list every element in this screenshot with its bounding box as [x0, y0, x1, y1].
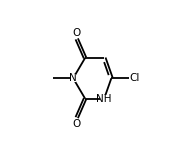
Text: O: O	[73, 28, 81, 38]
Bar	[100, 95, 109, 102]
Text: O: O	[73, 119, 81, 129]
Text: Cl: Cl	[130, 73, 140, 83]
Text: N: N	[69, 73, 77, 83]
Text: NH: NH	[96, 94, 112, 104]
Bar	[70, 74, 76, 82]
